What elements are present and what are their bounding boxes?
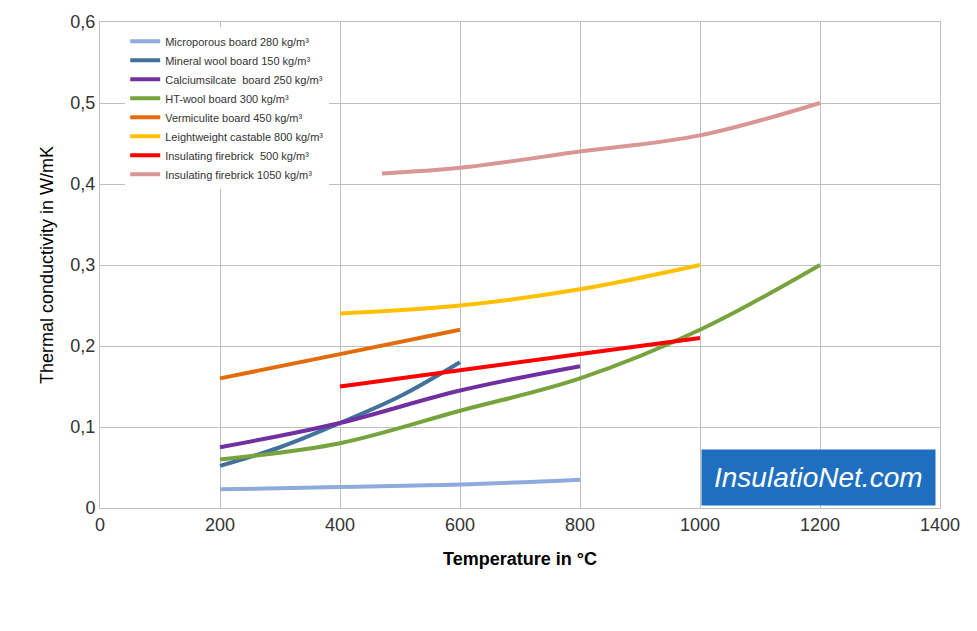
svg-text:Temperature in °C: Temperature in °C <box>443 549 597 569</box>
svg-text:1400: 1400 <box>920 515 960 535</box>
svg-text:InsulatioNet.com: InsulatioNet.com <box>714 462 923 493</box>
svg-text:600: 600 <box>445 515 475 535</box>
svg-text:Microporous board 280 kg/m³: Microporous board 280 kg/m³ <box>165 36 309 48</box>
svg-text:1000: 1000 <box>680 515 720 535</box>
svg-text:Insulating firebrick 1050 kg/m: Insulating firebrick 1050 kg/m³ <box>165 169 312 181</box>
svg-text:Vermiculite board 450 kg/m³: Vermiculite board 450 kg/m³ <box>165 112 302 124</box>
svg-text:0: 0 <box>85 498 95 518</box>
svg-text:0,5: 0,5 <box>70 93 95 113</box>
svg-text:0: 0 <box>95 515 105 535</box>
svg-text:0,1: 0,1 <box>70 417 95 437</box>
svg-text:Insulating firebrick 500 kg/m: Insulating firebrick 500 kg/m³ <box>165 150 309 162</box>
svg-text:Mineral wool board 150 kg/m³: Mineral wool board 150 kg/m³ <box>165 55 310 67</box>
svg-text:800: 800 <box>565 515 595 535</box>
svg-text:HT-wool board 300 kg/m³: HT-wool board 300 kg/m³ <box>165 93 289 105</box>
svg-text:Leightweight castable 800 kg/m: Leightweight castable 800 kg/m³ <box>165 131 323 143</box>
svg-text:0,4: 0,4 <box>70 174 95 194</box>
svg-text:400: 400 <box>325 515 355 535</box>
svg-text:Thermal conductivity in W/mK: Thermal conductivity in W/mK <box>37 146 57 384</box>
svg-text:200: 200 <box>205 515 235 535</box>
svg-text:0,6: 0,6 <box>70 12 95 32</box>
svg-text:0,3: 0,3 <box>70 255 95 275</box>
svg-text:0,2: 0,2 <box>70 336 95 356</box>
svg-text:1200: 1200 <box>800 515 840 535</box>
svg-text:Calciumsilcate board 250 kg/m: Calciumsilcate board 250 kg/m³ <box>165 74 322 86</box>
